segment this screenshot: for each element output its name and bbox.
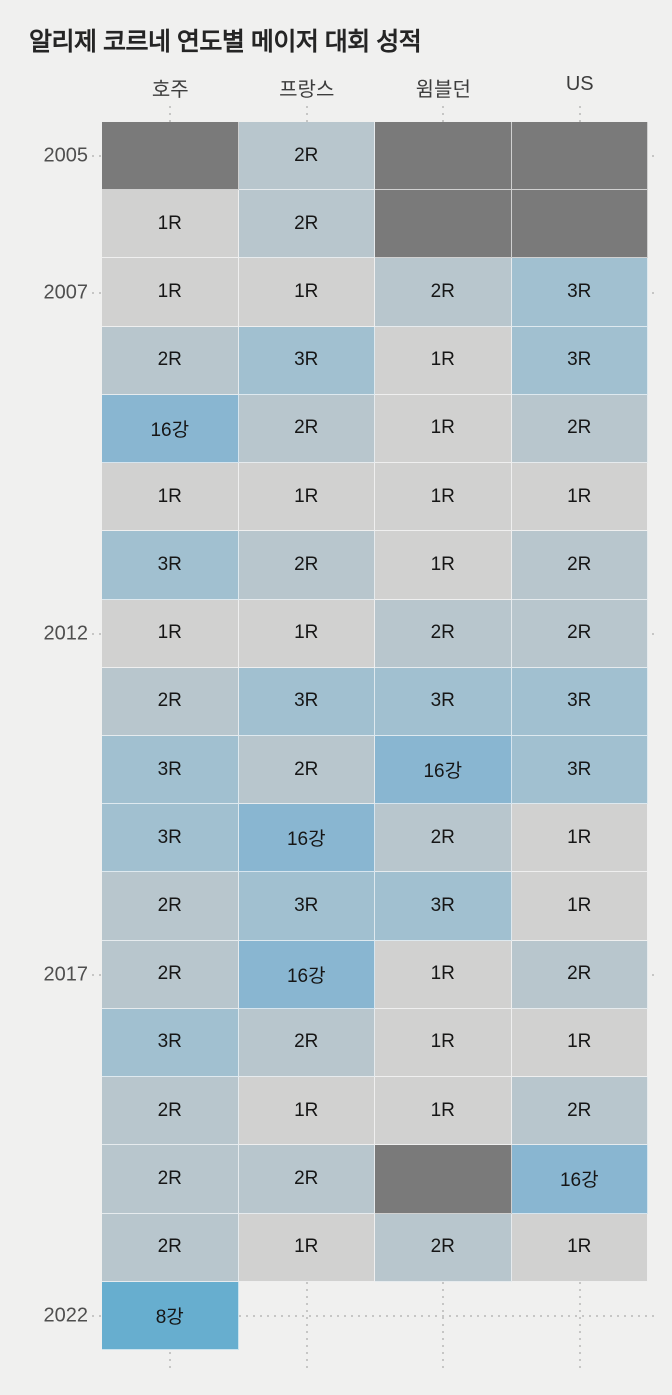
- heatmap-cell: 1R: [238, 1213, 375, 1282]
- heatmap-cell: 2R: [102, 872, 239, 941]
- heatmap-cell: 1R: [375, 463, 512, 532]
- heatmap-cell: 3R: [511, 258, 648, 327]
- heatmap-cell: [512, 1282, 649, 1350]
- heatmap-cell: [102, 122, 239, 191]
- heatmap-cell: 3R: [238, 667, 375, 736]
- heatmap-cell: 2R: [375, 258, 512, 327]
- heatmap-cell: 1R: [375, 326, 512, 395]
- heatmap-cell: 2R: [511, 394, 648, 464]
- heatmap-cell: 1R: [375, 940, 512, 1009]
- heatmap-cell: 1R: [102, 599, 239, 668]
- heatmap-cell: [375, 190, 512, 259]
- heatmap-cell: [511, 122, 648, 191]
- heatmap-cell: 1R: [511, 872, 648, 941]
- heatmap-cell: 1R: [238, 258, 375, 327]
- heatmap-cell: 2R: [238, 122, 375, 191]
- heatmap-cell: 1R: [238, 599, 375, 668]
- heatmap-cell: [375, 1282, 512, 1350]
- heatmap-cell: 1R: [375, 531, 512, 600]
- heatmap-cell: 3R: [375, 872, 512, 941]
- heatmap-cell: 1R: [238, 463, 375, 532]
- heatmap-cell: 2R: [375, 804, 512, 873]
- column-header: US: [565, 73, 594, 95]
- heatmap-cell: 2R: [375, 1213, 512, 1282]
- heatmap-cell: 1R: [102, 258, 239, 327]
- heatmap-cell: 8강: [102, 1281, 239, 1350]
- heatmap-cell: 1R: [511, 463, 648, 532]
- heatmap-cell: 16강: [238, 804, 375, 873]
- heatmap-cell: 3R: [102, 1008, 239, 1078]
- heatmap-cell: [375, 1145, 512, 1214]
- heatmap-cell: 2R: [511, 599, 648, 668]
- year-axis-label: 2022: [43, 1304, 89, 1327]
- heatmap-cell: 16강: [102, 394, 239, 464]
- heatmap-cell: 3R: [511, 736, 648, 805]
- column-header: 윔블던: [415, 79, 471, 101]
- heatmap-cell: [239, 1282, 376, 1350]
- heatmap-cell: 3R: [102, 736, 239, 805]
- heatmap-cell: [375, 122, 512, 191]
- year-axis-label: 2007: [43, 281, 89, 304]
- heatmap-cell: 16강: [375, 736, 512, 805]
- heatmap-cell: 2R: [511, 1077, 648, 1146]
- heatmap-cell: [511, 190, 648, 259]
- year-axis-label: 2017: [43, 963, 89, 986]
- heatmap-cell: 1R: [511, 1008, 648, 1078]
- heatmap-cell: 2R: [102, 940, 239, 1009]
- year-axis-label: 2012: [43, 622, 89, 645]
- heatmap-cell: 2R: [238, 394, 375, 464]
- heatmap-cell: 16강: [511, 1145, 648, 1214]
- heatmap-cell: 3R: [102, 531, 239, 600]
- heatmap-cell: 1R: [238, 1077, 375, 1146]
- heatmap-cell: 2R: [375, 599, 512, 668]
- heatmap-cell: 1R: [511, 1213, 648, 1282]
- heatmap-cell: 2R: [102, 326, 239, 395]
- heatmap-cell: 2R: [102, 667, 239, 736]
- heatmap-cell: 3R: [375, 667, 512, 736]
- heatmap-cell: 3R: [511, 326, 648, 395]
- heatmap-cell: 1R: [375, 394, 512, 464]
- chart-title: 알리제 코르네 연도별 메이저 대회 성적: [29, 28, 422, 56]
- heatmap-cell: 1R: [102, 463, 239, 532]
- heatmap-cell: 1R: [375, 1008, 512, 1078]
- heatmap-cell: 16강: [238, 940, 375, 1009]
- heatmap-cell: 3R: [238, 872, 375, 941]
- horizontal-gridline: [92, 1314, 658, 1317]
- year-axis-label: 2005: [43, 144, 89, 167]
- heatmap-cell: 2R: [238, 1145, 375, 1214]
- heatmap-cell: 2R: [102, 1077, 239, 1146]
- heatmap-cell: 3R: [238, 326, 375, 395]
- heatmap-cell: 3R: [511, 667, 648, 736]
- heatmap-cell: 2R: [238, 531, 375, 600]
- heatmap-cell: 2R: [102, 1145, 239, 1214]
- column-header: 호주: [151, 79, 189, 101]
- heatmap-cell: 1R: [102, 190, 239, 259]
- heatmap-cell: 2R: [511, 531, 648, 600]
- heatmap-cell: 2R: [102, 1213, 239, 1282]
- heatmap-cell: 2R: [238, 736, 375, 805]
- heatmap-cell: 1R: [511, 804, 648, 873]
- heatmap-cell: 3R: [102, 804, 239, 873]
- column-header: 프랑스: [279, 79, 335, 101]
- heatmap-cell: 2R: [238, 1008, 375, 1078]
- heatmap-cell: 2R: [511, 940, 648, 1009]
- heatmap-cell: 1R: [375, 1077, 512, 1146]
- heatmap-cell: 2R: [238, 190, 375, 259]
